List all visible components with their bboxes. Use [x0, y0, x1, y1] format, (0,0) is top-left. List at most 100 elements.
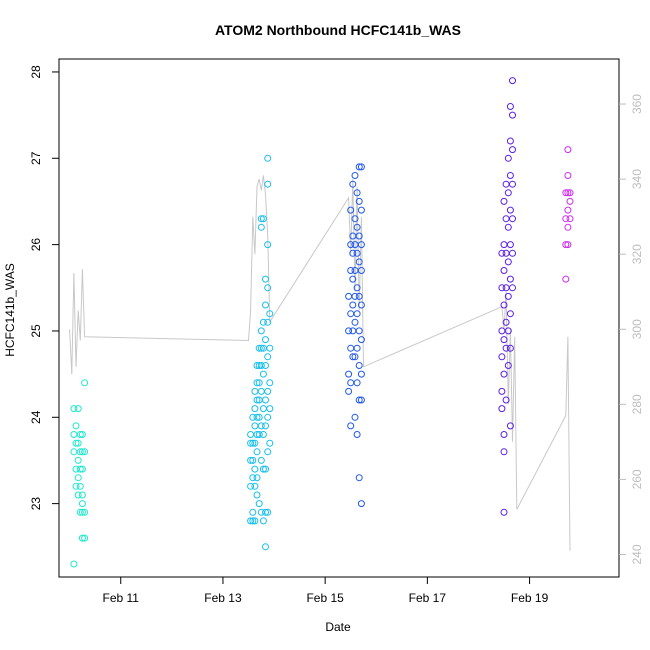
data-point	[509, 249, 516, 257]
data-point	[78, 465, 86, 473]
data-point	[259, 465, 267, 473]
data-point	[504, 258, 512, 266]
series-4	[498, 77, 516, 516]
y-tick-label: 24	[29, 410, 43, 424]
x-tick-label: Feb 17	[409, 591, 447, 605]
x-tick-label: Feb 15	[306, 591, 344, 605]
data-point	[500, 370, 508, 378]
data-point	[498, 249, 506, 257]
data-point	[345, 327, 353, 335]
data-point	[76, 508, 84, 516]
data-point	[506, 172, 514, 179]
data-point	[498, 353, 506, 361]
data-point	[353, 344, 361, 352]
data-point	[349, 275, 357, 283]
x-tick-label: Feb 13	[204, 591, 242, 605]
data-point	[357, 500, 365, 508]
data-point	[353, 223, 361, 231]
data-point	[76, 448, 84, 456]
data-point	[349, 180, 357, 188]
secondary-line-layer	[69, 175, 571, 551]
data-point	[262, 422, 269, 430]
data-point	[249, 456, 257, 464]
data-point	[349, 301, 357, 309]
data-point	[74, 474, 82, 482]
data-point	[351, 318, 359, 326]
data-point	[257, 422, 265, 430]
data-point	[74, 456, 82, 464]
data-point	[564, 189, 572, 197]
data-point	[70, 560, 78, 568]
data-point	[72, 482, 80, 490]
data-point	[253, 448, 261, 456]
data-point	[351, 172, 359, 179]
data-point	[259, 370, 267, 378]
series-2	[247, 154, 274, 551]
points-layer	[70, 77, 574, 568]
data-point	[504, 223, 512, 231]
data-point	[255, 379, 263, 387]
data-point	[351, 353, 359, 361]
data-point	[353, 249, 361, 257]
data-point	[357, 301, 365, 309]
x-axis-label: Date	[325, 620, 351, 634]
data-point	[76, 465, 84, 473]
data-point	[262, 336, 269, 344]
data-point	[257, 223, 265, 231]
data-point	[266, 439, 274, 447]
y-tick-label: 27	[29, 151, 43, 165]
data-point	[251, 439, 259, 447]
data-point	[564, 206, 572, 214]
data-point	[506, 344, 514, 352]
data-point	[345, 370, 353, 378]
data-point	[509, 284, 516, 292]
data-point	[264, 448, 272, 456]
data-point	[355, 197, 363, 205]
data-point	[247, 482, 255, 490]
data-point	[257, 362, 265, 369]
secondary-line	[69, 175, 571, 551]
data-point	[500, 267, 508, 274]
data-point	[355, 232, 363, 240]
chart-title: ATOM2 Northbound HCFC141b_WAS	[215, 22, 461, 38]
data-point	[500, 448, 508, 456]
data-point	[247, 456, 255, 464]
data-point	[78, 431, 86, 438]
data-point	[262, 543, 269, 551]
y2-tick-label: 340	[630, 169, 644, 189]
data-point	[504, 189, 512, 197]
data-point	[74, 491, 82, 499]
data-point	[255, 344, 263, 352]
data-point	[349, 249, 357, 257]
data-point	[264, 154, 272, 162]
data-point	[81, 448, 89, 456]
data-point	[259, 215, 267, 223]
data-point	[264, 387, 272, 395]
data-point	[351, 215, 359, 223]
data-point	[504, 292, 512, 300]
series-5	[562, 146, 574, 283]
data-point	[355, 474, 363, 482]
data-point	[253, 491, 261, 499]
data-point	[500, 508, 508, 516]
y-tick-label: 28	[29, 65, 43, 79]
data-point	[257, 344, 265, 352]
series-1	[70, 379, 89, 568]
data-point	[264, 353, 272, 361]
data-point	[506, 206, 514, 214]
data-point	[498, 387, 506, 395]
data-point	[81, 508, 89, 516]
data-point	[500, 336, 508, 344]
data-point	[500, 197, 508, 205]
data-point	[74, 439, 82, 447]
data-point	[357, 241, 365, 249]
data-point	[347, 206, 355, 214]
data-point	[564, 223, 572, 231]
data-point	[566, 197, 574, 205]
data-point	[81, 379, 89, 387]
data-point	[255, 500, 263, 508]
x-tick-label: Feb 11	[103, 591, 140, 605]
data-point	[262, 465, 269, 473]
data-point	[502, 344, 510, 352]
data-point	[255, 431, 263, 438]
